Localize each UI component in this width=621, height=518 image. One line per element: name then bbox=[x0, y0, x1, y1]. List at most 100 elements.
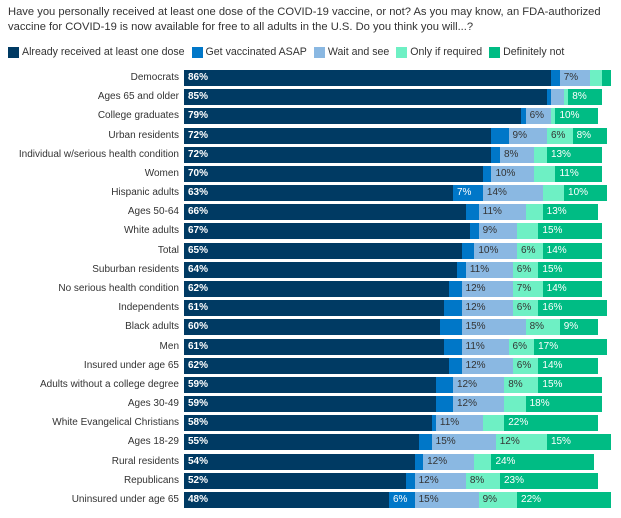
legend-label: Only if required bbox=[410, 46, 483, 58]
data-label: 17% bbox=[538, 340, 559, 352]
bar-segment bbox=[184, 300, 445, 317]
data-label: 9% bbox=[512, 129, 527, 141]
bar-segment bbox=[504, 376, 539, 393]
bar-segment bbox=[453, 185, 483, 202]
bar-segment bbox=[461, 319, 526, 336]
data-label: 66% bbox=[188, 206, 209, 218]
data-label: 67% bbox=[188, 225, 209, 237]
bar-segment bbox=[184, 319, 441, 336]
bar-segment bbox=[525, 108, 552, 125]
bar-segment bbox=[184, 70, 552, 86]
category-label: College graduates bbox=[97, 110, 179, 122]
data-label: 22% bbox=[508, 417, 529, 429]
bar-segment bbox=[482, 185, 543, 202]
bar-segment bbox=[555, 165, 603, 182]
bar-segment bbox=[470, 223, 479, 240]
data-label: 6% bbox=[516, 302, 532, 314]
data-label: 8% bbox=[508, 378, 523, 390]
data-label: 8% bbox=[529, 321, 545, 333]
bar-segment bbox=[538, 223, 603, 240]
bar-segment bbox=[538, 300, 607, 317]
category-label: Republicans bbox=[123, 474, 179, 486]
bar-segment bbox=[444, 338, 462, 355]
legend-item: Only if required bbox=[396, 46, 482, 58]
data-label: 13% bbox=[546, 206, 567, 218]
bar-segment bbox=[465, 204, 479, 221]
bar-segment bbox=[559, 319, 599, 336]
bar-segment bbox=[478, 204, 526, 221]
category-label: Individual w/serious health condition bbox=[18, 148, 179, 160]
bar-segment bbox=[572, 127, 607, 144]
data-label: 58% bbox=[188, 417, 209, 429]
bar-segment bbox=[546, 89, 552, 106]
data-label: 52% bbox=[188, 474, 209, 486]
bar-segment bbox=[184, 376, 436, 393]
bar-segment bbox=[546, 146, 603, 163]
bar-segment bbox=[542, 280, 603, 297]
category-label: Hispanic adults bbox=[111, 187, 179, 199]
bar-segment bbox=[431, 434, 496, 451]
data-label: 6% bbox=[521, 244, 536, 256]
data-label: 11% bbox=[559, 167, 579, 179]
bar-segment bbox=[474, 242, 518, 259]
bar-segment bbox=[448, 280, 462, 297]
bar-segment bbox=[435, 376, 453, 393]
bar-segment bbox=[184, 415, 432, 432]
bar-segment bbox=[517, 491, 611, 508]
category-label: Rural residents bbox=[111, 455, 179, 467]
bar-segment bbox=[512, 357, 539, 374]
bar-segment bbox=[508, 338, 535, 355]
data-label: 7% bbox=[516, 282, 532, 294]
data-label: 15% bbox=[435, 436, 456, 448]
category-label: Ages 30-49 bbox=[127, 398, 179, 410]
bar-segment bbox=[512, 280, 543, 297]
bar-segment bbox=[184, 453, 415, 470]
bar-segment bbox=[551, 89, 565, 106]
data-label: 6% bbox=[392, 493, 408, 505]
legend-swatch bbox=[396, 46, 408, 58]
bar-segment bbox=[461, 300, 513, 317]
data-label: 9% bbox=[482, 493, 498, 505]
data-label: 48% bbox=[188, 493, 209, 505]
category-label: Men bbox=[159, 340, 179, 352]
data-label: 63% bbox=[188, 187, 209, 199]
bar-segment bbox=[448, 357, 462, 374]
data-label: 59% bbox=[188, 378, 209, 390]
data-label: 12% bbox=[465, 359, 486, 371]
bar-segment bbox=[546, 127, 573, 144]
bar-segment bbox=[184, 108, 522, 125]
data-label: 6% bbox=[516, 359, 532, 371]
category-label: White adults bbox=[123, 225, 179, 237]
bar-segment bbox=[512, 300, 539, 317]
data-label: 12% bbox=[499, 436, 520, 448]
bar-segment bbox=[568, 89, 603, 106]
bar-segment bbox=[491, 127, 509, 144]
data-label: 11% bbox=[465, 340, 485, 352]
bar-segment bbox=[423, 453, 475, 470]
data-label: 10% bbox=[495, 167, 516, 179]
legend-item: Already received at least one dose bbox=[8, 46, 185, 58]
data-label: 10% bbox=[568, 187, 589, 199]
data-label: 7% bbox=[563, 72, 579, 83]
legend-swatch bbox=[489, 46, 501, 58]
bar-segment bbox=[431, 415, 436, 432]
bar-segment bbox=[184, 472, 407, 489]
data-label: 14% bbox=[542, 359, 563, 371]
bar-segment bbox=[461, 338, 509, 355]
data-label: 12% bbox=[457, 398, 478, 410]
bar-segment bbox=[482, 415, 505, 432]
bar-segment bbox=[478, 223, 518, 240]
bar-segment bbox=[184, 396, 436, 413]
legend-label: Wait and see bbox=[327, 46, 390, 58]
category-label: No serious health condition bbox=[58, 282, 179, 294]
legend-item: Wait and see bbox=[313, 46, 390, 58]
bar-segment bbox=[184, 280, 449, 297]
data-label: 8% bbox=[503, 148, 519, 160]
category-label: Suburban residents bbox=[92, 263, 179, 275]
data-label: 15% bbox=[542, 263, 563, 275]
bar-segment bbox=[551, 70, 560, 86]
data-label: 10% bbox=[559, 110, 580, 122]
chart-title: Have you personally received at least on… bbox=[8, 6, 601, 33]
bar-segment bbox=[184, 357, 449, 374]
